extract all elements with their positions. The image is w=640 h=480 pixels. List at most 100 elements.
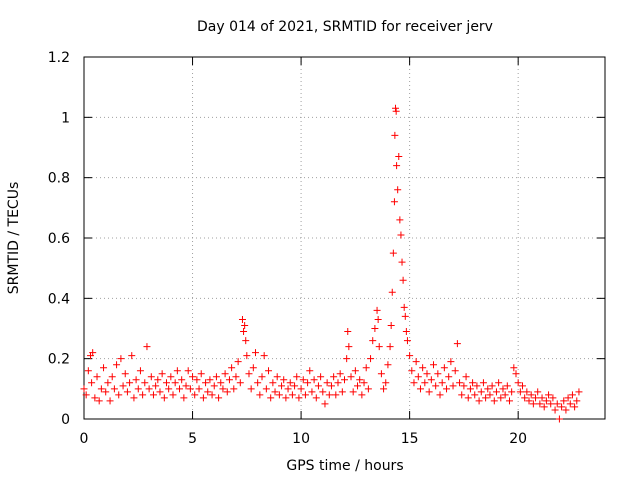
data-point — [406, 352, 414, 360]
data-point — [278, 382, 286, 390]
data-point — [210, 382, 218, 390]
data-point — [195, 385, 203, 393]
data-point — [529, 400, 537, 408]
x-tick-label: 5 — [188, 431, 197, 447]
data-point — [341, 376, 348, 384]
data-point — [449, 382, 457, 390]
data-point — [267, 394, 275, 402]
data-point — [186, 385, 194, 393]
data-point — [199, 394, 207, 402]
data-point — [516, 388, 524, 396]
data-point — [419, 364, 427, 372]
data-point — [89, 349, 97, 357]
data-point — [479, 379, 487, 387]
data-point — [84, 367, 92, 375]
data-point — [386, 343, 394, 351]
data-point — [215, 394, 223, 402]
data-point — [356, 376, 364, 384]
data-point — [460, 382, 468, 390]
data-point — [323, 379, 331, 387]
data-point — [536, 400, 544, 408]
data-point — [217, 379, 225, 387]
data-point — [271, 388, 279, 396]
data-point — [434, 370, 442, 378]
data-point — [387, 321, 395, 329]
data-point — [402, 328, 410, 336]
data-point — [141, 379, 149, 387]
x-tick-label: 0 — [80, 431, 89, 447]
data-point — [521, 394, 529, 402]
data-point — [505, 397, 513, 405]
data-point — [532, 394, 540, 402]
data-point — [440, 364, 448, 372]
data-point — [236, 379, 244, 387]
data-point — [113, 361, 121, 369]
data-point — [178, 376, 186, 384]
data-point — [100, 364, 108, 372]
data-point — [152, 382, 160, 390]
x-axis-label: GPS time / hours — [286, 458, 403, 474]
data-point — [369, 337, 377, 345]
data-point — [286, 379, 294, 387]
data-point — [488, 382, 496, 390]
data-point — [396, 216, 404, 224]
x-tick-label: 10 — [292, 431, 310, 447]
data-point — [344, 328, 352, 336]
y-tick-label: 0.6 — [48, 231, 70, 247]
y-tick-label: 0.2 — [48, 352, 70, 368]
data-point — [158, 370, 166, 378]
data-point — [573, 397, 581, 405]
grid-lines — [84, 57, 605, 419]
data-point — [562, 406, 570, 414]
data-point — [204, 388, 212, 396]
data-point — [555, 415, 563, 423]
data-point — [249, 364, 257, 372]
data-point — [325, 391, 333, 399]
data-point — [130, 394, 138, 402]
data-point — [308, 388, 316, 396]
data-point — [436, 391, 444, 399]
data-points — [80, 104, 583, 423]
data-point — [395, 153, 403, 161]
data-point — [375, 343, 383, 351]
data-point — [234, 358, 242, 366]
data-point — [110, 385, 118, 393]
data-point — [312, 394, 320, 402]
data-point — [126, 379, 134, 387]
data-point — [275, 391, 283, 399]
data-point — [97, 385, 105, 393]
data-point — [427, 376, 435, 384]
data-point — [568, 391, 576, 399]
data-point — [473, 382, 481, 390]
data-point — [154, 376, 162, 384]
data-point — [408, 367, 416, 375]
data-point — [162, 379, 170, 387]
data-point — [392, 107, 400, 115]
y-tick-label: 1 — [61, 110, 70, 126]
data-point — [400, 303, 408, 311]
data-point — [80, 385, 88, 393]
data-point — [230, 385, 238, 393]
data-point — [432, 382, 440, 390]
data-point — [394, 186, 402, 194]
data-point — [143, 343, 151, 351]
data-point — [349, 388, 357, 396]
data-point — [389, 249, 397, 257]
data-point — [336, 370, 344, 378]
data-point — [338, 388, 346, 396]
data-point — [510, 364, 518, 372]
data-point — [382, 379, 390, 387]
data-point — [167, 373, 175, 381]
data-point — [575, 388, 583, 396]
data-point — [260, 352, 268, 360]
data-point — [132, 376, 140, 384]
data-point — [451, 367, 459, 375]
data-point — [540, 403, 548, 411]
data-point — [115, 391, 123, 399]
data-point — [262, 385, 270, 393]
data-point — [232, 373, 240, 381]
data-point — [314, 382, 322, 390]
data-point — [171, 379, 179, 387]
data-point — [282, 394, 290, 402]
data-point — [519, 382, 527, 390]
